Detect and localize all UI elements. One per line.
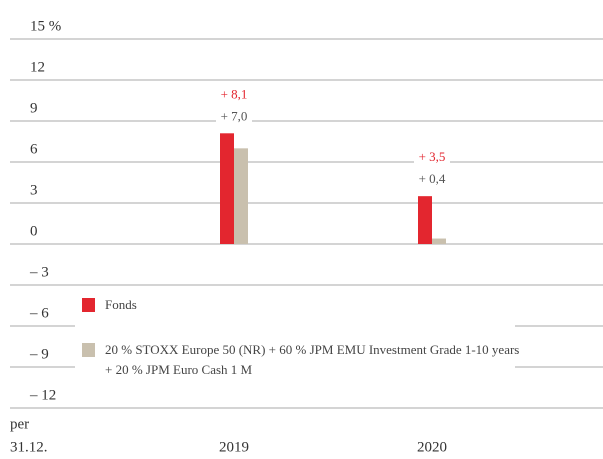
y-tick-label: – 3 — [29, 264, 49, 280]
bar — [234, 148, 248, 244]
legend-swatch — [82, 343, 95, 357]
value-label: + 7,0 — [221, 108, 248, 123]
legend-swatch — [82, 298, 95, 312]
x-axis-label: per — [10, 416, 29, 432]
y-tick-label: 3 — [30, 182, 38, 198]
value-label: + 0,4 — [419, 171, 446, 186]
x-tick-label: 2019 — [219, 439, 249, 455]
value-label-bg — [216, 108, 252, 127]
y-tick-label: 0 — [30, 223, 38, 239]
legend-label: 20 % STOXX Europe 50 (NR) + 60 % JPM EMU… — [105, 342, 520, 377]
value-label: + 8,1 — [221, 86, 248, 101]
x-axis-label: 31.12. — [10, 439, 48, 455]
legend-label: Fonds — [105, 297, 137, 312]
bar — [432, 238, 446, 244]
y-tick-label: – 6 — [29, 305, 49, 321]
value-label: + 3,5 — [419, 149, 446, 164]
y-tick-label: 15 % — [30, 18, 61, 34]
y-tick-label: 6 — [30, 141, 38, 157]
bar — [418, 196, 432, 244]
y-tick-label: 12 — [30, 59, 45, 75]
x-tick-label: 2020 — [417, 439, 447, 455]
value-label-bg — [414, 149, 450, 168]
y-tick-label: – 9 — [29, 346, 49, 362]
bar — [220, 133, 234, 244]
value-label-bg — [414, 171, 450, 190]
value-label-bg — [216, 86, 252, 105]
legend-bg — [75, 290, 515, 382]
y-tick-label: 9 — [30, 100, 38, 116]
y-tick-label: – 12 — [29, 387, 56, 403]
